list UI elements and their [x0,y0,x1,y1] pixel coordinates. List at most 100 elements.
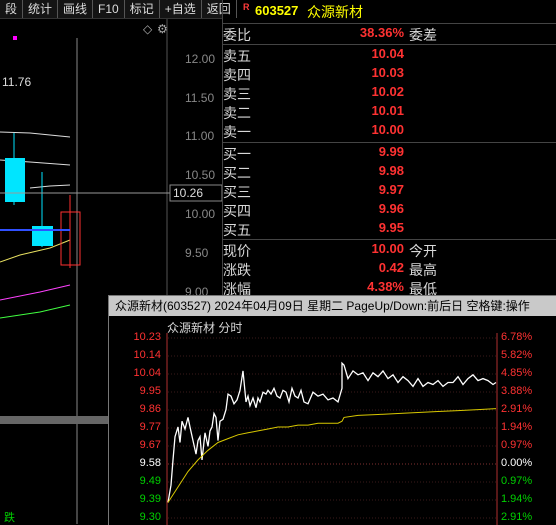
price-tick-label: 9.39 [139,493,161,505]
price-tick: 11.50 [185,91,214,105]
pct-tick-label: 0.97% [501,475,533,487]
current-price-tag-box [169,184,222,202]
ask-row[interactable]: 卖二 10.01 [223,102,556,121]
price-tick-label: 9.67 [139,439,161,451]
ask-price: 10.00 [371,122,404,137]
price-tick: 10.00 [185,207,215,221]
toolbar-statistics-button[interactable]: 统计 [23,0,59,18]
toolbar: 段 统计 画线 F10 标记 +自选 返回 [0,0,237,19]
margin-trading-mark: R [243,2,250,12]
bid-row[interactable]: 买五 9.95 [223,219,556,238]
bid-row[interactable]: 买三 9.97 [223,181,556,200]
bid-row[interactable]: 买一 9.99 [223,143,556,162]
price-tick-label: 9.30 [139,511,161,523]
divider [223,44,556,45]
ask-row[interactable]: 卖五 10.04 [223,45,556,64]
ask-row[interactable]: 卖三 10.02 [223,83,556,102]
stat-label: 现价 [223,243,251,259]
stat-label-right: 最高 [409,262,437,278]
quote-panel: R 603527 众源新材 委比 38.36% 委差 卖五 10.04 卖四 1… [223,0,556,300]
pct-tick-label: 1.94% [501,493,533,505]
weibi-label: 委比 [223,27,251,43]
current-price-tag: 10.26 [173,186,203,200]
price-tick: 12.00 [185,52,215,66]
bottom-label: 跌 [4,510,15,524]
stat-value: 10.00 [371,241,404,256]
price-line [167,361,497,503]
popup-subtitle: 众源新材 分时 [167,321,243,335]
price-tick-label: 9.77 [139,421,161,433]
ask-price: 10.01 [371,103,404,118]
ask-label: 卖二 [223,105,251,121]
weicha-label: 委差 [409,27,437,43]
price-tick-label: 9.95 [139,385,161,397]
stat-row: 涨跌 0.42 最高 [223,259,556,278]
ma-line-green [0,304,71,319]
price-tick-label: 9.86 [139,403,161,415]
intraday-popup[interactable]: 众源新材(603527) 2024年04月09日 星期二 PageUp/Down… [108,295,556,525]
stat-label-right: 今开 [409,243,437,259]
price-tick-label: 9.49 [139,475,161,487]
price-tick-label: 10.23 [133,331,161,343]
bid-price: 9.95 [378,220,404,235]
high-price-label: 11.76 [2,75,31,89]
toolbar-back-button[interactable]: 返回 [202,0,237,18]
diamond-icon[interactable]: ◇ [143,22,153,36]
stat-label-right: 最低 [409,281,437,297]
pct-tick-label: 2.91% [501,403,533,415]
popup-title-bar[interactable]: 众源新材(603527) 2024年04月09日 星期二 PageUp/Down… [109,296,556,316]
stat-label: 涨幅 [223,281,251,297]
stock-code: 603527 [255,3,299,18]
intraday-chart[interactable] [109,296,556,525]
kline-chart[interactable]: ◇ ⚙ 12.00 11.50 11.00 10.50 10.00 9.50 9… [0,19,222,524]
pct-tick-label: 2.91% [501,511,533,523]
pct-tick-label: 1.94% [501,421,533,433]
bid-price: 9.98 [378,163,404,178]
price-tick: 9.50 [185,246,209,260]
pct-tick-label: 3.88% [501,385,533,397]
price-tick-label: 10.04 [133,367,161,379]
bid-label: 买五 [223,222,251,238]
bid-label: 买四 [223,203,251,219]
bid-row[interactable]: 买二 9.98 [223,162,556,181]
bid-price: 9.99 [378,144,404,159]
toolbar-f10-button[interactable]: F10 [93,0,125,18]
weibi-value: 38.36% [359,25,404,40]
bid-label: 买一 [223,146,251,162]
ask-price: 10.03 [371,65,404,80]
pct-tick-label: 5.82% [501,349,533,361]
pct-tick-label: 6.78% [501,331,533,343]
price-tick-label: 10.14 [133,349,161,361]
avg-price-line [167,408,497,503]
price-tick: 11.00 [185,129,214,143]
stat-value: 4.38% [367,279,404,294]
ask-label: 卖三 [223,86,251,102]
settings-icon[interactable]: ⚙ [157,22,168,36]
stat-row: 现价 10.00 今开 [223,240,556,259]
pct-tick-label: 0.97% [501,439,533,451]
toolbar-add-watchlist-button[interactable]: +自选 [160,0,202,18]
ask-price: 10.04 [371,46,404,61]
toolbar-segment-button[interactable]: 段 [0,0,24,18]
ma-line-yellow [0,239,71,263]
divider [223,142,556,143]
ask-row[interactable]: 卖一 10.00 [223,121,556,140]
toolbar-mark-button[interactable]: 标记 [125,0,160,18]
pct-tick-label: 0.00% [501,457,533,469]
divider [223,239,556,240]
ask-row[interactable]: 卖四 10.03 [223,64,556,83]
stat-value: 0.42 [378,260,404,275]
stock-name: 众源新材 [307,4,363,20]
panel-divider [222,0,223,300]
bid-row[interactable]: 买四 9.96 [223,200,556,219]
price-tick-label: 9.58 [139,457,161,469]
candle-body-hollow [60,211,81,266]
toolbar-draw-line-button[interactable]: 画线 [58,0,94,18]
ask-price: 10.02 [371,84,404,99]
ma-line-white-3 [29,184,71,189]
bid-label: 买二 [223,165,251,181]
panel-splitter[interactable] [0,416,108,424]
pct-tick-label: 4.85% [501,367,533,379]
ma-line-magenta [0,284,71,301]
ma-line-white [0,131,71,138]
